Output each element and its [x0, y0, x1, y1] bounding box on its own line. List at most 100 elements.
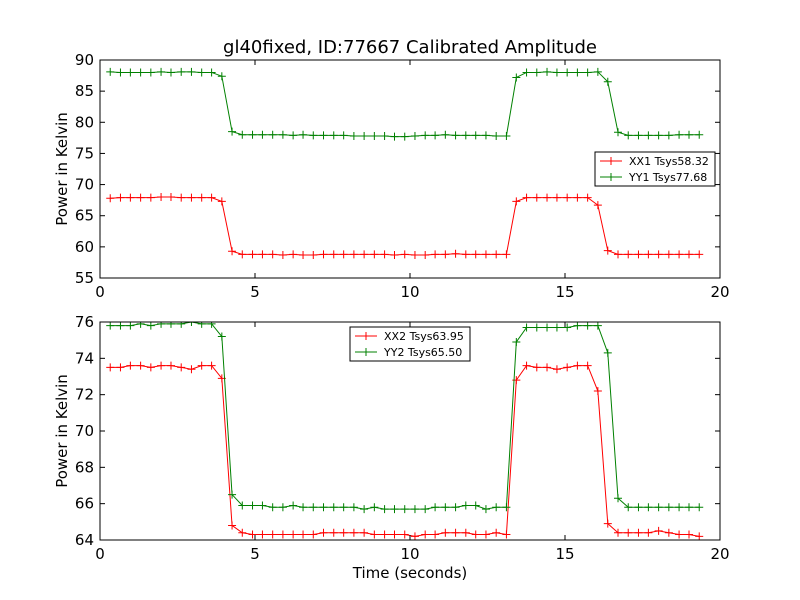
bottom-chart-series-0-point [634, 528, 643, 537]
bottom-chart-series-1-point [461, 501, 470, 510]
top-chart-series-0-point [157, 193, 166, 202]
top-chart-series-0-point [441, 250, 450, 259]
bottom-chart-series-1-point [400, 505, 409, 514]
top-chart-legend-box [594, 151, 716, 187]
top-chart-legend-label-1: YY1 Tsys77.68 [628, 171, 707, 184]
bottom-chart-series-1-point [603, 348, 612, 357]
bottom-chart-legend-marker-0 [362, 332, 370, 340]
bottom-chart-series-0-point [116, 363, 125, 372]
top-chart-series-1-point [400, 132, 409, 141]
top-chart-x-tick-label: 15 [555, 283, 574, 301]
bottom-chart-x-tick-label: 20 [710, 545, 729, 563]
top-chart-series-0-point [390, 250, 399, 259]
bottom-chart-series-1-point [654, 503, 663, 512]
top-chart-series-1-point [248, 130, 257, 139]
bottom-chart-series-0-point [471, 530, 480, 539]
bottom-chart-y-tick-label: 72 [75, 386, 94, 404]
top-chart-series-1-point [563, 68, 572, 77]
bottom-chart-series-1-point [360, 505, 369, 514]
top-chart-series-0-point [502, 250, 511, 259]
top-chart-series-0-point [492, 250, 501, 259]
bottom-chart-series-0-point [543, 363, 552, 372]
bottom-chart-series-1-point [471, 501, 480, 510]
top-chart-series-1-point [543, 67, 552, 76]
top-chart-series-1-point [177, 67, 186, 76]
top-chart-series-0-point [593, 201, 602, 210]
top-chart-series-1-point [522, 68, 531, 77]
top-chart-series-1-point [126, 68, 135, 77]
bottom-chart-series-1-point [664, 503, 673, 512]
top-chart-series-0-point [106, 194, 115, 203]
top-chart-series-0-point [278, 250, 287, 259]
bottom-chart-series-0-point [360, 528, 369, 537]
bottom-chart-series-0-point [299, 530, 308, 539]
bottom-chart-series-1-point [116, 322, 125, 330]
bottom-chart-series-0-point [421, 530, 430, 539]
top-chart-series-1-point [614, 128, 623, 137]
bottom-chart-series-0-point [309, 530, 318, 539]
bottom-chart-x-tick-label: 15 [555, 545, 574, 563]
top-chart-series-1-point [116, 68, 125, 77]
top-chart-series-1-point [146, 68, 155, 77]
bottom-chart-series-1-point [421, 505, 430, 514]
top-chart-series-0-point [339, 250, 348, 259]
chart-title: gl40fixed, ID:77667 Calibrated Amplitude [223, 37, 597, 58]
bottom-chart-series-1-point [512, 337, 521, 346]
bottom-chart-series-1-point [136, 322, 145, 328]
top-chart-series-1-point [573, 68, 582, 77]
top-chart-series-0-point [228, 247, 237, 256]
top-chart-series-0-point [370, 250, 379, 259]
bottom-chart-series-1-point [593, 322, 602, 330]
top-chart-series-0-point [512, 197, 521, 206]
top-chart-series-0-point [644, 250, 653, 259]
top-chart-series-0-point [217, 197, 226, 206]
top-chart-y-tick-label: 75 [75, 144, 94, 162]
top-chart-series-1-point [166, 68, 175, 77]
top-chart-series-1-point [268, 130, 277, 139]
bottom-chart-series-0-point [532, 363, 541, 372]
bottom-chart-series-1-point [370, 503, 379, 512]
top-chart-series-0-point [552, 193, 561, 202]
top-chart-x-tick-label: 0 [95, 283, 105, 301]
top-chart-series-0-point [573, 193, 582, 202]
bottom-chart-series-0-point [248, 530, 257, 539]
top-chart-series-1-point [106, 67, 115, 76]
bottom-chart-series-0-point [695, 532, 704, 540]
bottom-chart-legend: XX2 Tsys63.95 YY2 Tsys65.50 [349, 326, 471, 362]
top-chart-series-0-point [421, 250, 430, 259]
top-chart-series-0-point [400, 250, 409, 259]
top-chart-series-0-point [289, 250, 298, 259]
bottom-chart-series-0-point [166, 361, 175, 370]
bottom-chart-series-0-point [238, 528, 247, 537]
top-chart-legend-marker-1 [607, 173, 615, 181]
bottom-chart-series-1-point [492, 503, 501, 512]
top-chart-x-tick-label: 5 [250, 283, 260, 301]
top-chart-series-1-point [380, 131, 389, 140]
top-chart-series-1-point [238, 130, 247, 139]
bottom-chart-series-1-point [522, 323, 531, 332]
bottom-chart-x-tick-label: 5 [250, 545, 260, 563]
top-chart-series-0-point [268, 250, 277, 259]
top-chart-legend: XX1 Tsys58.32 YY1 Tsys77.68 [594, 151, 716, 187]
top-chart-series-1-point [431, 131, 440, 140]
bottom-chart-legend-marker-1 [362, 348, 370, 356]
top-chart-series-1-point [319, 131, 328, 140]
bottom-chart-series-0-point [614, 528, 623, 537]
top-chart-series-1-point [552, 68, 561, 77]
bottom-chart-y-tick-label: 64 [75, 531, 94, 549]
bottom-chart-series-0-point [106, 363, 115, 372]
top-chart-series-1-point [502, 131, 511, 140]
bottom-chart-series-0-point [349, 528, 358, 537]
top-chart-series-0-point [349, 250, 358, 259]
bottom-chart-series-1-point [126, 322, 135, 330]
bottom-chart-series-0-point [126, 361, 135, 370]
bottom-chart-series-1-point [431, 503, 440, 512]
top-chart-series-1-point [675, 130, 684, 139]
bottom-chart-series-0-point [197, 361, 206, 370]
top-chart-series-0-point [329, 250, 338, 259]
bottom-chart-series-0-point [329, 528, 338, 537]
bottom-chart-series-0-point [157, 361, 166, 370]
bottom-chart-series-1-point [410, 505, 419, 514]
bottom-chart-series-1-point [299, 503, 308, 512]
